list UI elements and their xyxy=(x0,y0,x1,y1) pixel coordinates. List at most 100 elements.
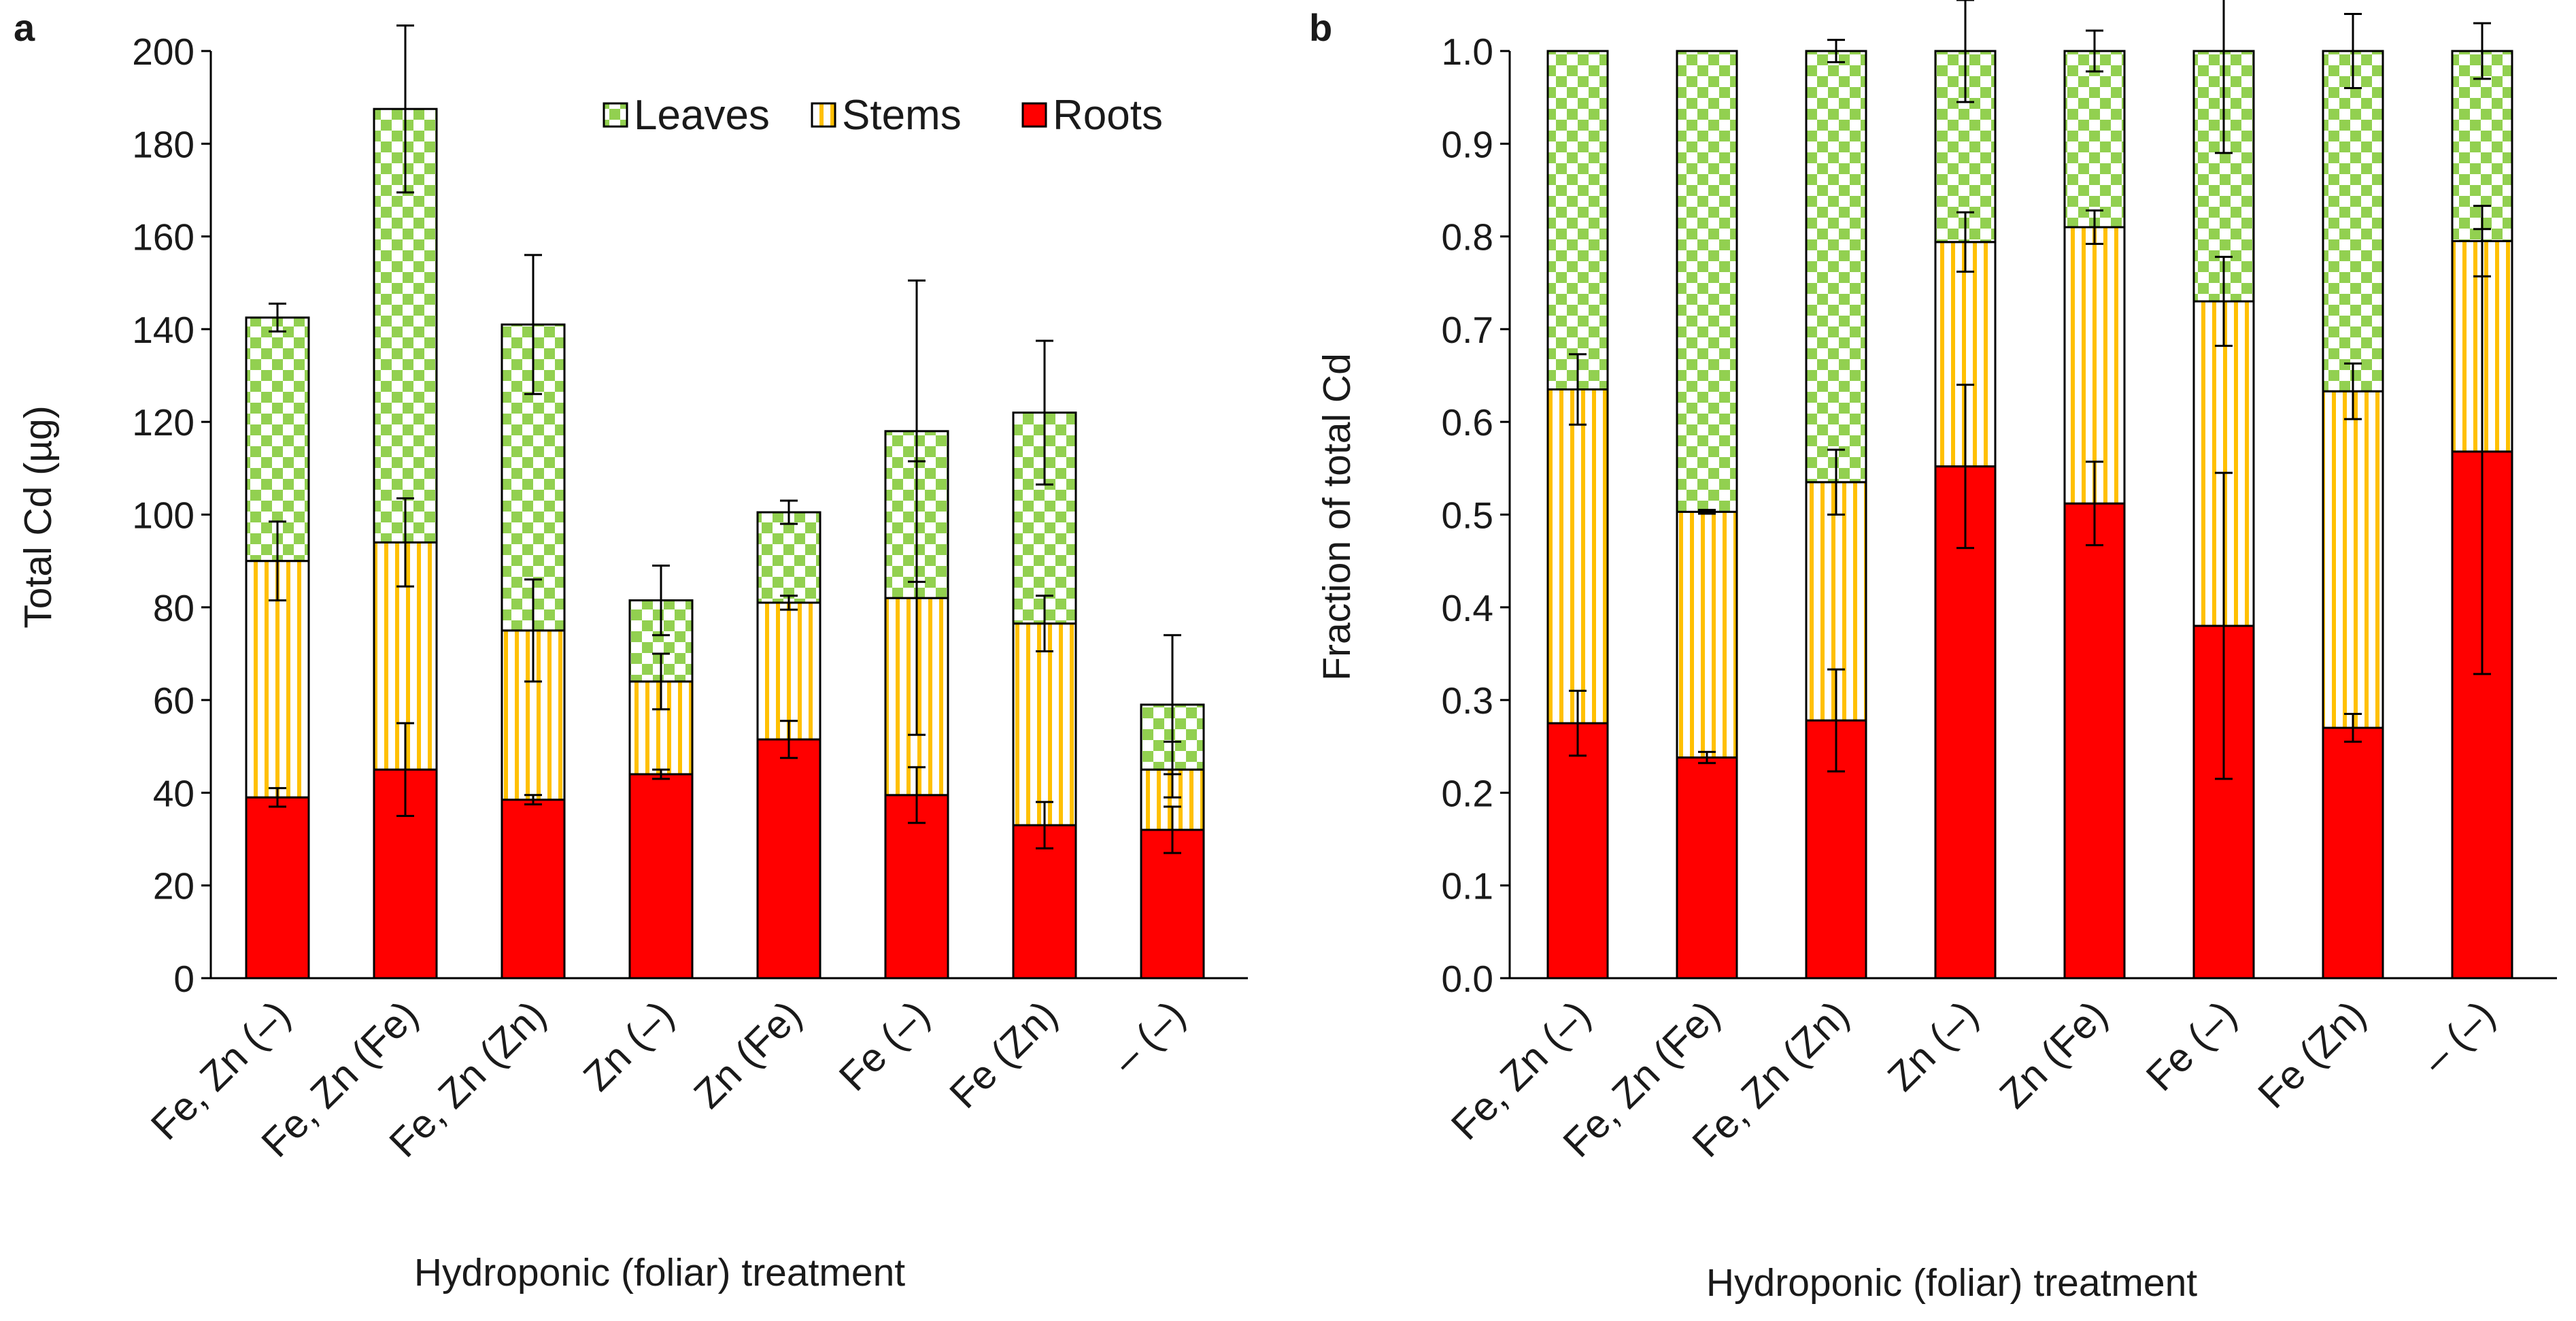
panel-b-bar-roots xyxy=(1546,722,1609,980)
panel-a-error-bar-leaves xyxy=(1036,339,1053,486)
panel-a-error-bar-roots xyxy=(652,768,670,780)
panel-b-y-tick-label: 0.9 xyxy=(1442,123,1493,165)
panel-b-bar-stems xyxy=(2322,390,2384,729)
panel-a-error-bar-roots xyxy=(1164,805,1181,854)
panel-a: a Total Cd (µg) Hydroponic (foliar) trea… xyxy=(14,6,1248,1294)
panel-a-error-bar-leaves xyxy=(269,302,286,333)
panel-b-y-tick-label: 0.1 xyxy=(1442,865,1493,907)
legend-item-leaves: Leaves xyxy=(603,92,770,139)
panel-a-error-bar-stems xyxy=(524,578,542,683)
panel-a-category-label: Fe (–) xyxy=(830,992,938,1100)
panel-a-axes xyxy=(209,51,1248,980)
legend-swatch-leaves xyxy=(603,102,628,128)
panel-a-x-axis-title: Hydroponic (foliar) treatment xyxy=(414,1251,905,1294)
panel-a-ticks: 0 20 40 60 80 100 120 140 160 180 200 xyxy=(132,31,211,1000)
panel-a-y-tick-label: 60 xyxy=(153,680,194,722)
panel-a-error-bar-leaves xyxy=(908,279,926,583)
panel-b-error-bar-leaves xyxy=(1827,39,1845,63)
panel-a-bar-roots xyxy=(628,773,694,980)
panel-b-error-bar-roots xyxy=(1698,750,1716,765)
panel-b-bar-roots xyxy=(2063,502,2126,980)
panel-b-error-bar-stems xyxy=(1698,509,1716,515)
panel-b-axes xyxy=(1508,51,2557,980)
panel-a-y-axis-title: Total Cd (µg) xyxy=(16,405,60,628)
panel-b-bar-roots xyxy=(1676,756,1738,980)
panel-a-bar-stems xyxy=(1012,622,1077,826)
panel-b-y-tick-label: 0.3 xyxy=(1442,680,1493,722)
panel-b-bar-leaves xyxy=(2322,50,2384,392)
legend-label-leaves: Leaves xyxy=(634,92,770,139)
panel-a-error-bar-roots xyxy=(1036,801,1053,850)
panel-b-y-tick-label: 0.6 xyxy=(1442,401,1493,444)
panel-a-bar-roots xyxy=(756,738,821,980)
panel-a-error-bar-leaves xyxy=(1164,634,1181,775)
panel-a-category-labels: Fe, Zn (–)Fe, Zn (Fe)Fe, Zn (Zn) Zn (–) Zn… xyxy=(142,992,1193,1166)
legend-label-stems: Stems xyxy=(842,92,962,139)
legend-label-roots: Roots xyxy=(1053,92,1163,139)
panel-b-error-bar-stems xyxy=(1827,448,1845,516)
panel-b-y-axis-title: Fraction of total Cd xyxy=(1315,353,1359,681)
legend-item-stems: Stems xyxy=(811,92,962,139)
panel-b-y-tick-label: 0.5 xyxy=(1442,495,1493,537)
panel-a-error-bar-stems xyxy=(396,497,414,588)
panel-a-error-bar-leaves xyxy=(524,254,542,395)
panel-b-error-bar-roots xyxy=(2215,471,2233,780)
panel-a-bar-leaves xyxy=(756,511,821,604)
panel-b-y-tick-label: 0.7 xyxy=(1442,309,1493,351)
panel-b-error-bar-roots xyxy=(1827,668,1845,773)
panel-a-error-bar-roots xyxy=(780,720,798,759)
panel-b-error-bar-leaves xyxy=(2344,12,2362,90)
panel-b-error-bar-stems xyxy=(1956,211,1974,273)
panel-a-y-tick-label: 100 xyxy=(132,495,194,537)
panel-b-bar-leaves xyxy=(1676,50,1738,513)
panel-b-ticks: 0.0 0.1 0.2 0.3 0.4 0.5 0.6 0.7 0.8 0.9 1.0 xyxy=(1442,31,1510,1000)
panel-a-legend: Leaves Stems Roots xyxy=(603,92,1163,139)
panel-a-error-bar-roots xyxy=(396,722,414,817)
panel-a-y-tick-label: 80 xyxy=(153,587,194,629)
panel-a-bar-stems xyxy=(756,601,821,741)
panel-b-bar-leaves xyxy=(1805,50,1867,484)
panel-a-y-tick-label: 140 xyxy=(132,309,194,351)
panel-b-y-tick-label: 0.4 xyxy=(1442,587,1493,629)
panel-b-error-bar-leaves xyxy=(1956,0,1974,103)
panel-b-category-label: Zn (–) xyxy=(1879,992,1986,1100)
panel-b-error-bar-stems xyxy=(1569,353,1587,426)
panel-b-error-bar-roots xyxy=(2344,713,2362,743)
panel-b: b Fraction of total Cd Hydroponic (folia… xyxy=(1309,0,2557,1305)
panel-b-error-bar-leaves xyxy=(2086,29,2103,73)
panel-b-error-bar-stems xyxy=(2344,362,2362,420)
panel-b-y-tick-label: 0.8 xyxy=(1442,216,1493,258)
panel-a-y-tick-label: 20 xyxy=(153,865,194,907)
panel-a-error-bar-leaves xyxy=(652,564,670,637)
panel-b-y-tick-label: 0.2 xyxy=(1442,772,1493,814)
panel-b-error-bar-stems xyxy=(2473,205,2491,278)
panel-b-error-bar-stems xyxy=(2215,256,2233,347)
panel-a-category-label: Fe (Zn) xyxy=(941,992,1066,1117)
panel-b-error-bar-roots xyxy=(1569,689,1587,757)
panel-b-y-tick-label: 1.0 xyxy=(1442,31,1493,73)
panel-b-y-tick-label: 0.0 xyxy=(1442,958,1493,1000)
panel-a-error-bar-roots xyxy=(524,794,542,805)
panel-a-error-bar-stems xyxy=(269,520,286,602)
panel-b-category-label: Zn (Fe) xyxy=(1991,992,2116,1117)
panel-b-category-label: – (–) xyxy=(2413,992,2503,1082)
legend-item-roots: Roots xyxy=(1021,92,1163,139)
panel-b-category-labels: Fe, Zn (–)Fe, Zn (Fe)Fe, Zn (Zn) Zn (–) Zn… xyxy=(1442,992,2503,1166)
panel-a-category-label: Zn (Fe) xyxy=(685,992,810,1117)
panel-a-error-bar-leaves xyxy=(780,499,798,525)
panel-a-error-bar-stems xyxy=(780,595,798,611)
panel-b-category-label: Fe (Zn) xyxy=(2250,992,2374,1117)
panel-a-error-bar-roots xyxy=(908,766,926,824)
panel-b-bar-stems xyxy=(1676,510,1738,759)
panel-b-bar-roots xyxy=(1934,465,1997,980)
panel-a-bar-leaves xyxy=(245,316,310,563)
panel-a-bar-roots xyxy=(501,799,566,980)
panel-b-bar-stems xyxy=(1546,388,1609,724)
panel-a-y-tick-label: 160 xyxy=(132,216,194,258)
legend-swatch-stems xyxy=(811,102,836,128)
panel-a-bar-roots xyxy=(1012,824,1077,980)
panel-b-error-bars xyxy=(1569,0,2491,780)
panel-b-bar-roots xyxy=(2322,726,2384,980)
panel-b-x-axis-title: Hydroponic (foliar) treatment xyxy=(1706,1261,2197,1305)
